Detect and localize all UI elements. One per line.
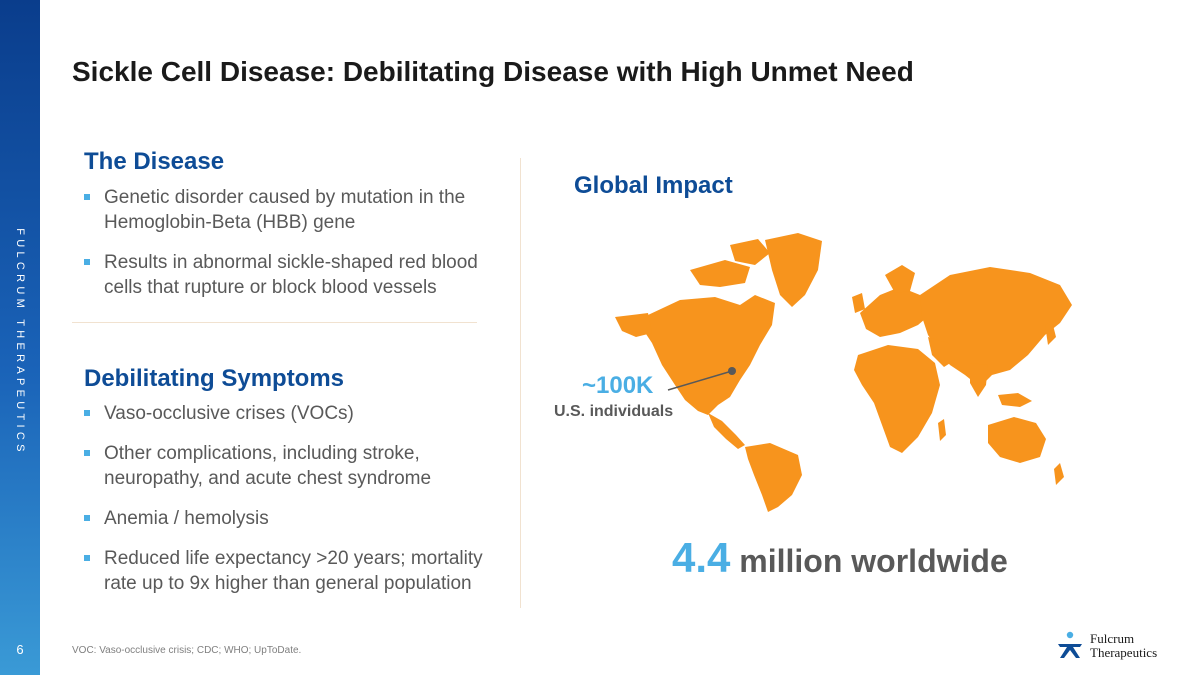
greenland-shape [765,233,822,307]
japan-shape [1045,321,1056,345]
logo-name: Fulcrum [1090,631,1135,646]
bullet-marker [84,410,90,416]
bullet-text: Genetic disorder caused by mutation in t… [104,187,466,233]
scandinavia-shape [885,265,915,293]
global-impact-heading: Global Impact [574,172,733,199]
south-america-shape [745,443,802,512]
world-map [615,233,1072,512]
column-divider [520,158,521,608]
africa-shape [854,345,940,453]
middle-east-shape [928,337,955,367]
bullet-text: Vaso-occlusive crises (VOCs) [104,403,354,424]
europe-shape [860,287,932,337]
bullet-marker [84,450,90,456]
bullet-marker [84,259,90,265]
us-callout-dot [728,367,736,375]
us-count-label: U.S. individuals [554,403,674,420]
slide-title: Sickle Cell Disease: Debilitating Diseas… [72,56,914,87]
bullet-text: Other complications, including stroke, n… [104,443,432,489]
bullet-text: Results in abnormal sickle-shaped red bl… [104,252,478,298]
bullet-marker [84,194,90,200]
india-shape [970,363,988,397]
bullet-marker [84,515,90,521]
symptoms-heading: Debilitating Symptoms [84,365,345,392]
worldwide-value: 4.4 [672,534,731,581]
sidebar-brand-bar: FULCRUM THERAPEUTICS 6 [0,0,40,675]
central-america-shape [708,413,745,449]
logo-subtitle: Therapeutics [1090,645,1158,660]
us-callout-line [667,370,733,391]
australia-shape [988,417,1046,463]
se-asia-islands-shape [998,393,1032,407]
uk-shape [852,293,865,313]
logo-dot [1066,631,1074,639]
madagascar-shape [938,419,946,441]
worldwide-stat: 4.4 million worldwide [672,534,1008,582]
north-america-shape [640,295,775,415]
page-number: 6 [16,642,24,657]
symptoms-bullet-list: Vaso-occlusive crises (VOCs) Other compl… [84,401,514,611]
bullet-text: Reduced life expectancy >20 years; morta… [104,548,483,594]
bullet-marker [84,555,90,561]
symptoms-bullet: Vaso-occlusive crises (VOCs) [84,401,514,426]
fulcrum-logo [1058,631,1082,658]
disease-bullet: Genetic disorder caused by mutation in t… [84,185,514,235]
bullet-text: Anemia / hemolysis [104,508,269,529]
arctic-islands-shape-2 [730,239,770,265]
footnote: VOC: Vaso-occlusive crisis; CDC; WHO; Up… [72,645,302,656]
section-divider [72,322,477,323]
disease-bullet-list: Genetic disorder caused by mutation in t… [84,185,514,315]
arctic-islands-shape [690,260,750,287]
symptoms-bullet: Other complications, including stroke, n… [84,441,514,491]
asia-shape [920,267,1072,387]
disease-heading: The Disease [84,148,225,175]
symptoms-bullet: Reduced life expectancy >20 years; morta… [84,546,514,596]
vertical-brand-text: FULCRUM THERAPEUTICS [14,228,26,456]
us-count-value: ~100K [582,372,654,399]
new-zealand-shape [1054,463,1064,485]
symptoms-bullet: Anemia / hemolysis [84,506,514,531]
worldwide-label: million worldwide [730,543,1008,579]
disease-bullet: Results in abnormal sickle-shaped red bl… [84,250,514,300]
logo-figure [1058,644,1082,658]
alaska-shape [615,313,652,337]
